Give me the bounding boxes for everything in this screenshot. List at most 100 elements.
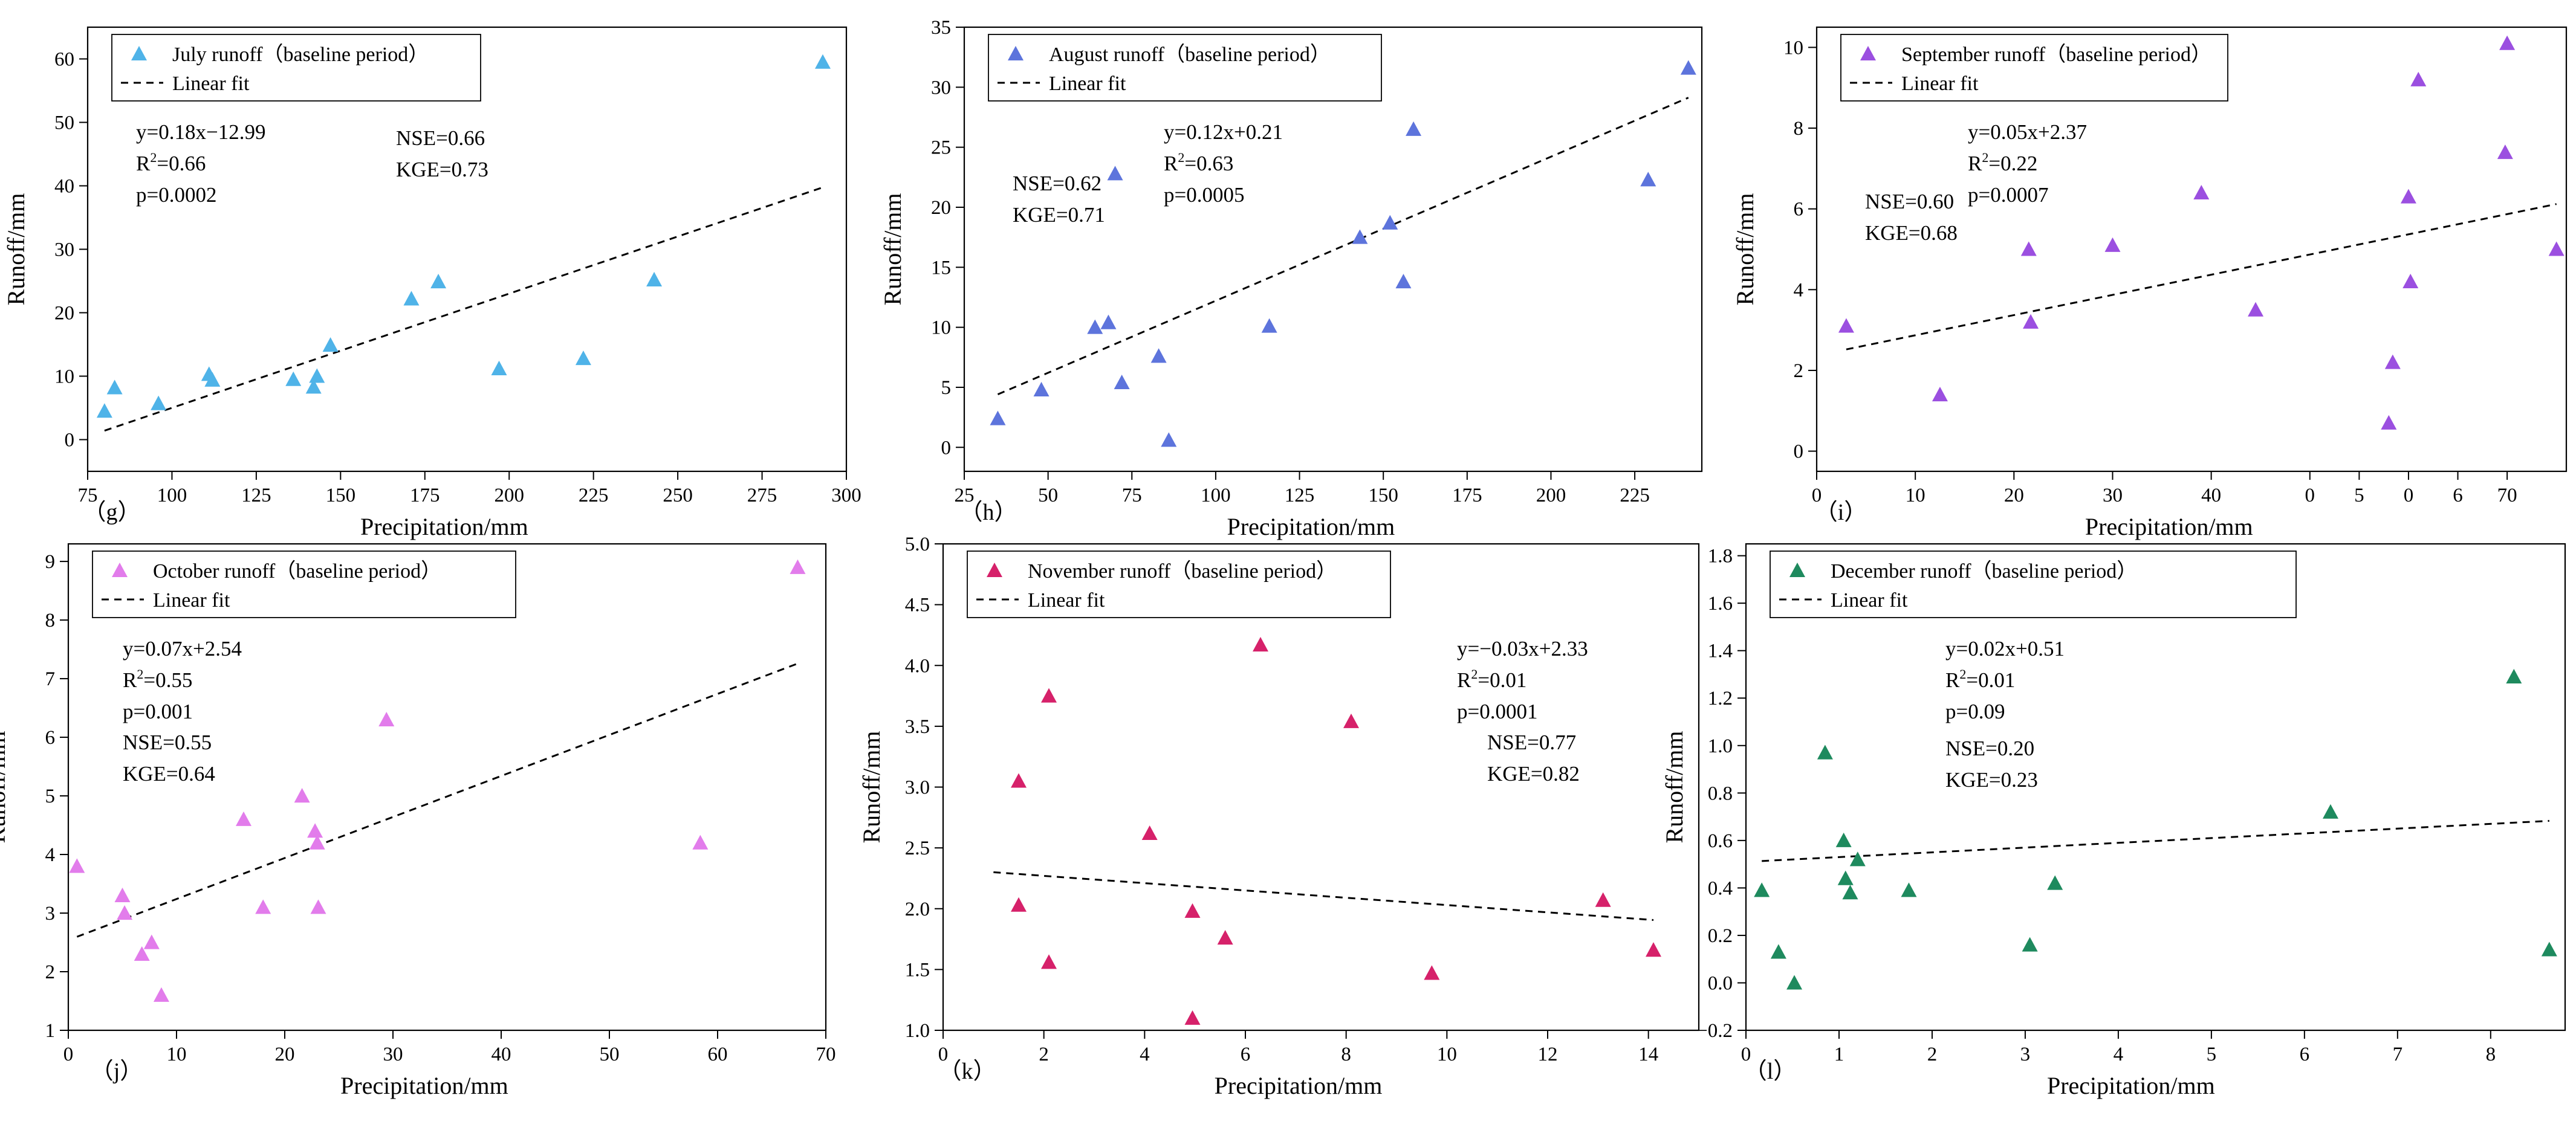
data-point xyxy=(69,858,85,873)
r-squared-sup: 2 xyxy=(1959,667,1966,682)
y-tick-label: 6 xyxy=(45,727,56,749)
kge-value: KGE=0.82 xyxy=(1487,762,1580,786)
nse-value: NSE=0.55 xyxy=(123,731,212,754)
legend-marker xyxy=(112,563,128,577)
r-squared: R2=0.22 xyxy=(1968,150,2037,175)
data-point xyxy=(2548,241,2565,256)
data-point xyxy=(305,379,322,394)
x-tick-label: 4 xyxy=(1140,1044,1150,1065)
data-point xyxy=(1835,832,1852,847)
y-tick-label: 5 xyxy=(45,786,56,807)
data-point xyxy=(117,905,133,920)
y-tick-label: 0.6 xyxy=(1708,830,1733,852)
data-point xyxy=(1041,954,1057,969)
data-point xyxy=(2410,71,2427,86)
y-tick-label: 3.5 xyxy=(905,716,930,738)
data-point xyxy=(1011,773,1027,788)
data-point xyxy=(1406,121,1422,136)
x-axis-title: Precipitation/mm xyxy=(2085,513,2253,540)
linear-fit-line xyxy=(993,871,1654,921)
y-tick-label: 1.8 xyxy=(1708,546,1733,567)
x-axis-title: Precipitation/mm xyxy=(2047,1072,2215,1099)
y-tick-label: 25 xyxy=(931,137,951,159)
x-tick-label: 5 xyxy=(2354,485,2364,506)
y-tick-label: 8 xyxy=(45,610,56,631)
x-tick-label: 125 xyxy=(1285,485,1315,506)
data-point xyxy=(2248,302,2264,317)
x-tick-label: 30 xyxy=(2103,485,2123,506)
panel-label: （k） xyxy=(938,1059,996,1084)
p-value: p=0.001 xyxy=(123,700,193,723)
x-tick-label: 175 xyxy=(1452,485,1482,506)
data-point xyxy=(1114,375,1130,390)
y-tick-label: 1.6 xyxy=(1708,593,1733,615)
x-tick-label: 250 xyxy=(663,485,693,506)
p-value: p=0.09 xyxy=(1945,700,2005,723)
data-point xyxy=(1033,381,1050,396)
data-point xyxy=(307,823,323,838)
data-point xyxy=(2384,354,2401,369)
legend-marker xyxy=(987,563,1002,577)
data-point xyxy=(1646,942,1661,957)
data-point xyxy=(2541,941,2557,957)
nse-value: NSE=0.60 xyxy=(1865,190,1954,213)
y-tick-label: 2.5 xyxy=(905,838,930,859)
x-tick-label: 225 xyxy=(1620,485,1650,506)
r-squared-value: =0.63 xyxy=(1184,152,1233,175)
x-tick-label: 150 xyxy=(1368,485,1398,506)
y-tick-label: 4.0 xyxy=(905,655,930,677)
x-tick-label: 8 xyxy=(2486,1044,2496,1065)
legend-marker xyxy=(131,46,147,60)
y-tick-label: 4.5 xyxy=(905,595,930,616)
x-tick-label: 50 xyxy=(1038,485,1058,506)
panel-label: （i） xyxy=(1815,500,1867,525)
x-tick-label: 200 xyxy=(1536,485,1566,506)
y-tick-label: 1.5 xyxy=(905,959,930,981)
panel-1: 25 50 75 100 125 150 175 200 225 0 5 10 15 20 25 30 35 Pr… xyxy=(879,17,1703,540)
y-axis-title: Runoff/mm xyxy=(858,731,885,844)
data-point xyxy=(2381,415,2397,430)
y-tick-label: 2 xyxy=(1794,360,1804,382)
legend-box xyxy=(967,551,1391,618)
legend-fit-label: Linear fit xyxy=(1831,589,1908,612)
data-point xyxy=(1838,318,1854,333)
x-tick-label: 6 xyxy=(2453,485,2463,506)
y-tick-label: 10 xyxy=(931,317,951,339)
kge-value: KGE=0.73 xyxy=(396,158,488,181)
x-tick-label: 2 xyxy=(1039,1044,1049,1065)
linear-fit-line xyxy=(76,662,798,938)
kge-value: KGE=0.71 xyxy=(1013,203,1105,227)
data-point xyxy=(403,291,420,306)
data-point xyxy=(2506,668,2522,683)
data-point xyxy=(575,350,591,366)
y-tick-label: 10 xyxy=(54,366,74,388)
linear-fit-line xyxy=(1762,819,2549,862)
x-tick-label: 150 xyxy=(326,485,356,506)
fit-equation: y=0.12x+0.21 xyxy=(1164,120,1283,144)
data-point xyxy=(1395,274,1412,289)
fit-equation: y=0.02x+0.51 xyxy=(1945,637,2065,660)
data-point xyxy=(96,403,112,418)
y-tick-label: 0.4 xyxy=(1708,877,1733,899)
y-tick-label: 2 xyxy=(45,961,56,983)
panel-label: （j） xyxy=(91,1059,143,1084)
data-point xyxy=(1382,215,1398,230)
nse-value: NSE=0.62 xyxy=(1013,172,1101,195)
data-point xyxy=(814,54,831,69)
y-tick-label: −0.2 xyxy=(1696,1020,1733,1042)
nse-value: NSE=0.20 xyxy=(1945,737,2034,760)
y-tick-label: 2.0 xyxy=(905,899,930,920)
data-point xyxy=(1261,318,1277,333)
r-squared-sup: 2 xyxy=(1471,667,1478,682)
legend-marker xyxy=(1008,46,1024,60)
y-tick-label: 5 xyxy=(941,377,952,399)
nse-value: NSE=0.77 xyxy=(1487,731,1576,754)
data-point xyxy=(2020,241,2037,256)
r-squared-sup: 2 xyxy=(137,667,143,682)
x-axis-title: Precipitation/mm xyxy=(340,1072,508,1099)
data-point xyxy=(255,899,271,914)
r-squared-prefix: R xyxy=(1457,668,1471,692)
fit-equation: y=0.05x+2.37 xyxy=(1968,120,2087,144)
kge-value: KGE=0.68 xyxy=(1865,221,1958,245)
